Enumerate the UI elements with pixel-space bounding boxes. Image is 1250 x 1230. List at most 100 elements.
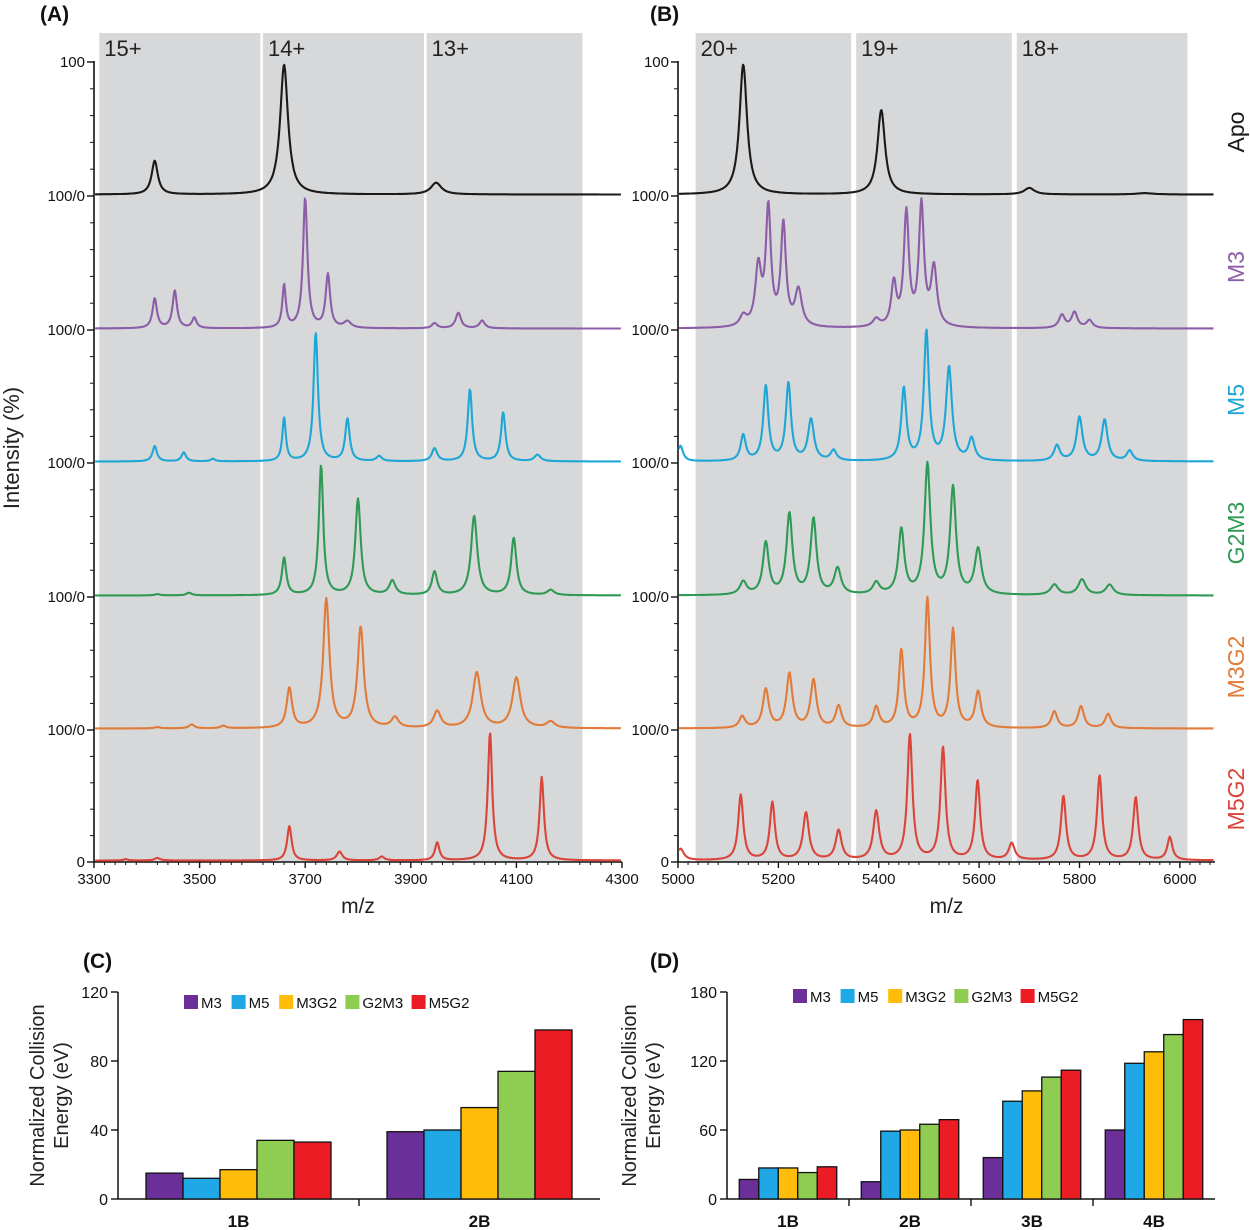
legend-label-m5g2: M5G2	[1038, 989, 1079, 1006]
y-tick-label: 0	[661, 854, 669, 871]
x-tick-label: 5600	[962, 871, 995, 888]
series-label-m3g2: M3G2	[1223, 636, 1249, 699]
legend-label-m3g2: M3G2	[905, 989, 946, 1006]
series-label-m5: M5	[1223, 384, 1249, 416]
bar-m3-4b	[1104, 1129, 1126, 1200]
legend-swatch-m3g2	[279, 995, 294, 1009]
y-tick-label: 100	[60, 54, 85, 71]
panel-label: (D)	[650, 950, 679, 973]
y-tick-label: 100	[644, 54, 669, 71]
y-tick-label: 100/0	[47, 455, 85, 472]
charge-state-label: 13+	[432, 36, 469, 61]
spectrum-line-m3	[94, 197, 622, 330]
y-tick-label: 100/0	[631, 188, 669, 205]
panel-label: (B)	[650, 3, 679, 26]
bar-m5-3b	[1002, 1100, 1023, 1200]
series-label-m3: M3	[1223, 251, 1249, 283]
bar-m3-1b	[145, 1172, 184, 1200]
bar-g2m3-2b	[497, 1070, 536, 1200]
spectrum-line-g2m3	[678, 460, 1214, 597]
legend-swatch-g2m3	[954, 989, 969, 1003]
legend-swatch-m5	[840, 989, 855, 1003]
legend-swatch-m5	[231, 995, 246, 1009]
charge-state-label: 19+	[861, 36, 898, 61]
legend-label-m5g2: M5G2	[429, 995, 470, 1012]
bar-m5-1b	[182, 1177, 221, 1200]
y-axis-label-line2: Energy (eV)	[51, 1042, 73, 1149]
bar-m5-2b	[880, 1130, 901, 1200]
bar-m5-2b	[423, 1129, 462, 1200]
legend-label-g2m3: G2M3	[971, 989, 1012, 1006]
y-tick-label: 100/0	[47, 322, 85, 339]
x-tick-label: 3300	[77, 871, 110, 888]
y-tick-label: 100/0	[47, 722, 85, 739]
spectrum-line-apo	[678, 63, 1214, 196]
legend-label-m5: M5	[249, 995, 270, 1012]
x-tick-label: 3700	[289, 871, 322, 888]
charge-band	[99, 33, 261, 862]
series-label-g2m3: G2M3	[1223, 502, 1249, 565]
y-axis-label-line1: Normalized Collision	[27, 1004, 49, 1186]
charge-band	[856, 33, 1012, 862]
y-tick-label: 80	[90, 1054, 108, 1071]
y-tick-label: 120	[81, 985, 108, 1002]
y-axis-label-line1: Normalized Collision	[619, 1004, 641, 1186]
bar-m3-3b	[982, 1156, 1004, 1200]
bar-m3-2b	[386, 1131, 425, 1200]
legend-label-m5: M5	[858, 989, 879, 1006]
bar-m3g2-1b	[219, 1169, 258, 1200]
charge-band	[1016, 33, 1188, 862]
x-tick-label: 3500	[183, 871, 216, 888]
legend-swatch-m3	[793, 989, 807, 1003]
y-tick-label: 120	[690, 1054, 717, 1071]
charge-state-label: 15+	[104, 36, 141, 61]
x-tick-label: 3900	[394, 871, 427, 888]
bar-m5g2-2b	[938, 1119, 960, 1200]
y-tick-label: 100/0	[631, 722, 669, 739]
bar-m5g2-2b	[534, 1029, 573, 1200]
spectrum-line-m3g2	[94, 596, 622, 730]
spectrum-line-m5g2	[678, 733, 1214, 862]
x-tick-label: 5400	[862, 871, 895, 888]
bar-m3-2b	[860, 1181, 882, 1200]
bar-g2m3-1b	[256, 1139, 295, 1200]
category-label: 2B	[899, 1212, 921, 1230]
spectrum-line-g2m3	[94, 464, 622, 597]
y-tick-label: 100/0	[631, 589, 669, 606]
charge-state-label: 14+	[268, 36, 305, 61]
x-tick-label: 4100	[500, 871, 533, 888]
charge-state-label: 20+	[701, 36, 738, 61]
y-tick-label: 100/0	[47, 589, 85, 606]
bar-g2m3-1b	[797, 1171, 818, 1200]
spectrum-line-m5	[678, 328, 1214, 463]
legend-label-g2m3: G2M3	[362, 995, 403, 1012]
charge-band	[426, 33, 583, 862]
bar-g2m3-2b	[919, 1123, 940, 1200]
bar-m3g2-1b	[777, 1167, 799, 1200]
bar-m5g2-1b	[293, 1141, 332, 1200]
y-axis-label-line2: Energy (eV)	[643, 1042, 665, 1149]
spectrum-line-apo	[94, 63, 622, 196]
x-axis-label: m/z	[930, 895, 964, 918]
bar-m3-1b	[738, 1178, 760, 1200]
category-label: 4B	[1143, 1212, 1165, 1230]
y-axis-label: Intensity (%)	[0, 387, 24, 509]
legend-swatch-m3	[184, 995, 198, 1009]
y-tick-label: 100/0	[631, 322, 669, 339]
y-tick-label: 100/0	[631, 455, 669, 472]
category-label: 1B	[228, 1212, 250, 1230]
bar-m3g2-2b	[899, 1129, 921, 1200]
spectrum-line-m5	[94, 332, 622, 463]
legend-swatch-m5g2	[1020, 989, 1035, 1003]
bar-m5g2-3b	[1060, 1069, 1082, 1200]
bar-m5-1b	[758, 1167, 779, 1200]
category-label: 2B	[469, 1212, 491, 1230]
bar-m5g2-4b	[1182, 1018, 1204, 1200]
x-axis-label: m/z	[341, 895, 375, 918]
legend-label-m3g2: M3G2	[296, 995, 337, 1012]
y-tick-label: 100/0	[47, 188, 85, 205]
bar-g2m3-3b	[1041, 1076, 1062, 1200]
x-tick-label: 4300	[605, 871, 638, 888]
legend-swatch-m5g2	[411, 995, 426, 1009]
